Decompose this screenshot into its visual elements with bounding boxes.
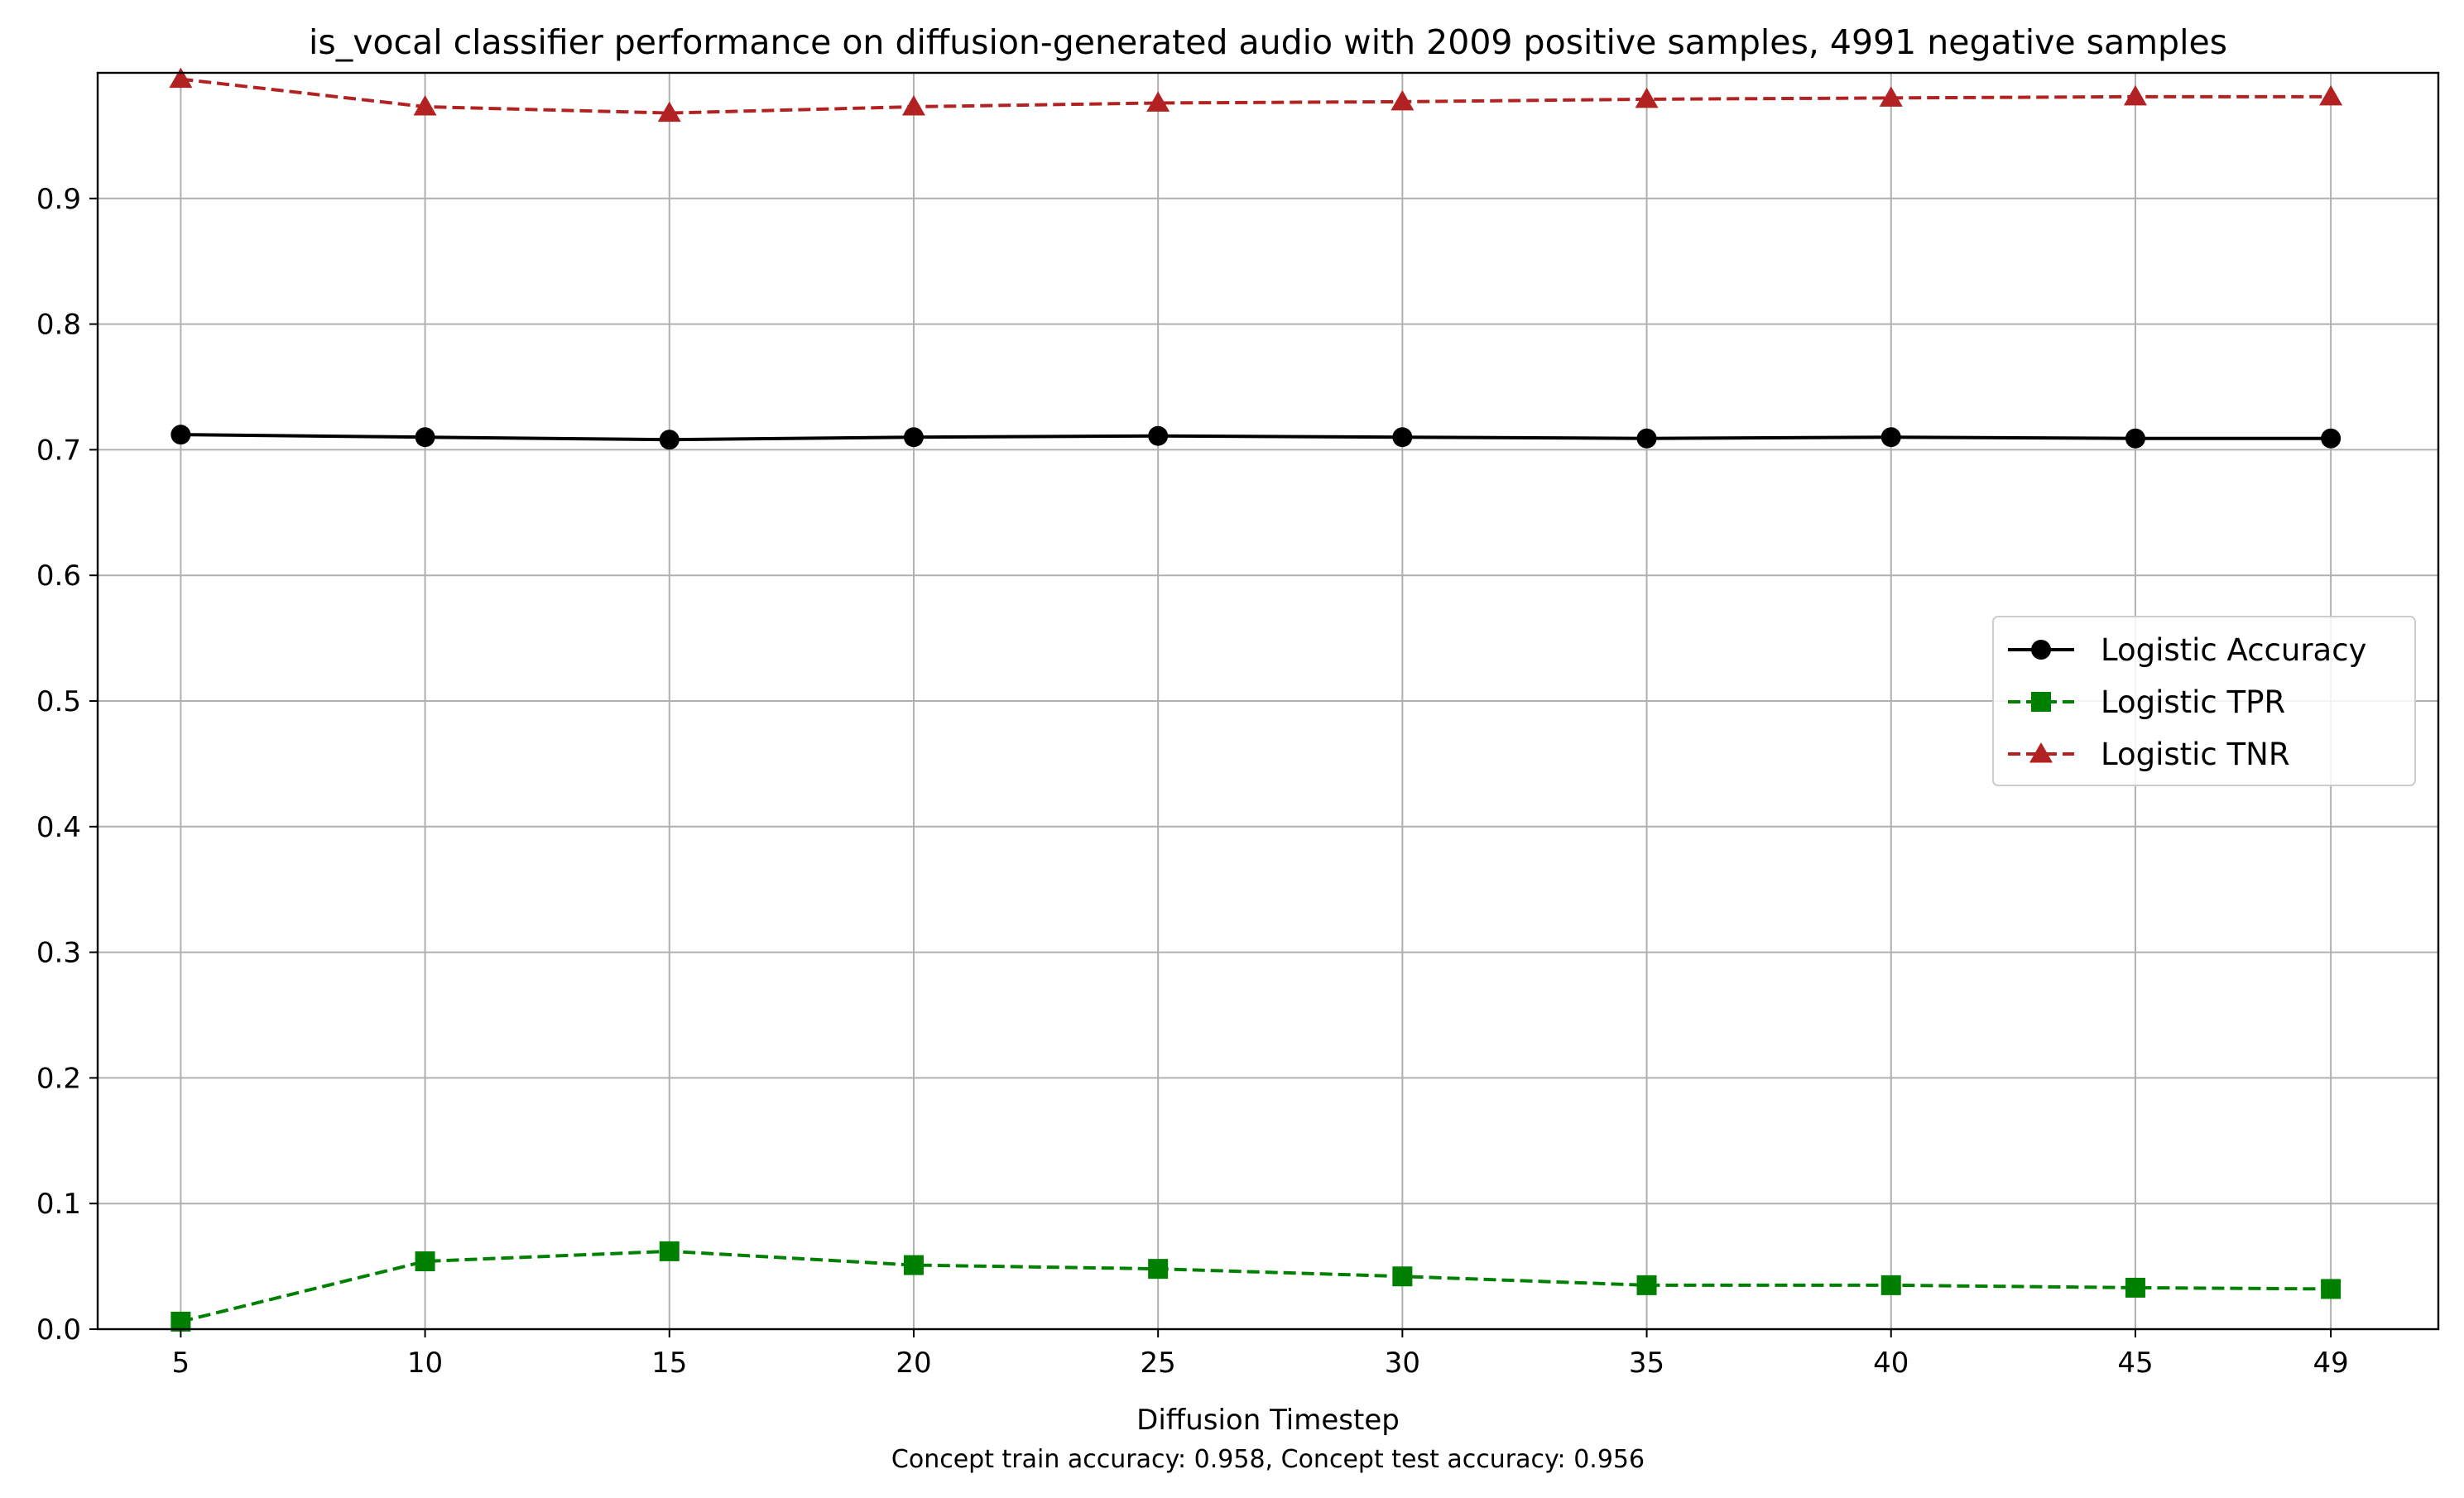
data-point	[2125, 428, 2145, 449]
legend-box	[1992, 616, 2416, 786]
legend-entry: Logistic TNR	[2008, 737, 2290, 772]
data-point	[2123, 84, 2147, 106]
data-point	[1148, 425, 1169, 446]
y-tick-label: 0.6	[36, 559, 81, 593]
legend-label: Logistic Accuracy	[2101, 632, 2366, 668]
data-point	[2321, 428, 2342, 449]
series-line	[180, 77, 2332, 115]
data-point	[1880, 1275, 1901, 1295]
data-point	[415, 1251, 435, 1272]
x-tick-label: 49	[2313, 1347, 2348, 1380]
data-point	[171, 425, 191, 445]
data-point	[1392, 427, 1413, 448]
data-point	[1636, 1275, 1657, 1295]
x-axis-label: Diffusion Timestep	[1136, 1404, 1400, 1437]
data-point	[413, 94, 437, 116]
data-point	[659, 430, 680, 450]
data-point	[903, 427, 924, 448]
y-tick-label: 0.1	[36, 1188, 81, 1221]
x-tick-label: 30	[1385, 1347, 1420, 1380]
x-tick-label: 15	[651, 1347, 687, 1380]
x-axis-ticks: 5 10 15 20 25 30 35 40 45 49	[172, 1329, 2349, 1380]
legend-label: Logistic TNR	[2101, 737, 2290, 772]
y-axis-ticks: 0.0 0.1 0.2 0.3 0.4 0.5 0.6 0.7 0.8 0.9	[36, 183, 98, 1347]
series-logistic-accuracy	[171, 425, 2342, 450]
x-tick-label: 40	[1873, 1347, 1909, 1380]
data-point	[903, 1255, 924, 1275]
concept-accuracy-footnote: Concept train accuracy: 0.958, Concept t…	[891, 1445, 1645, 1474]
data-point	[2321, 1279, 2342, 1299]
x-tick-label: 25	[1141, 1347, 1176, 1380]
data-point	[901, 94, 925, 116]
legend-marker	[2029, 742, 2053, 763]
data-point	[1146, 91, 1170, 112]
series-layer	[169, 67, 2343, 1332]
data-point	[1879, 86, 1903, 107]
y-tick-label: 0.5	[36, 685, 81, 718]
x-tick-label: 10	[407, 1347, 443, 1380]
y-tick-label: 0.7	[36, 434, 81, 467]
legend-label: Logistic TPR	[2101, 684, 2285, 720]
y-tick-label: 0.8	[36, 309, 81, 342]
x-tick-label: 45	[2117, 1347, 2153, 1380]
series-line	[180, 433, 2332, 442]
data-point	[2125, 1277, 2145, 1298]
legend: Logistic Accuracy Logistic TPR Logistic TN…	[1992, 616, 2416, 786]
x-tick-label: 35	[1629, 1347, 1664, 1380]
data-point	[2319, 84, 2343, 106]
data-point	[169, 67, 193, 89]
legend-entry: Logistic Accuracy	[2008, 632, 2366, 668]
data-point	[659, 1241, 680, 1261]
y-tick-label: 0.4	[36, 811, 81, 844]
data-point	[415, 427, 435, 448]
y-tick-label: 0.3	[36, 937, 81, 970]
data-point	[1392, 1266, 1413, 1287]
x-tick-label: 20	[896, 1347, 931, 1380]
data-point	[657, 101, 681, 122]
series-line	[180, 1249, 2332, 1323]
series-logistic-tpr	[171, 1241, 2342, 1332]
data-point	[1635, 87, 1659, 108]
data-point	[1636, 428, 1657, 449]
legend-marker	[2031, 640, 2051, 660]
data-point	[1148, 1259, 1169, 1280]
legend-marker	[2031, 692, 2051, 712]
y-tick-label: 0.0	[36, 1313, 81, 1347]
y-tick-label: 0.2	[36, 1062, 81, 1095]
series-logistic-tnr	[169, 67, 2343, 122]
data-point	[1880, 427, 1901, 448]
data-point	[1391, 89, 1415, 111]
chart-title: is_vocal classifier performance on diffu…	[309, 22, 2227, 62]
y-tick-label: 0.9	[36, 183, 81, 216]
x-tick-label: 5	[172, 1347, 190, 1380]
legend-entry: Logistic TPR	[2008, 684, 2285, 720]
